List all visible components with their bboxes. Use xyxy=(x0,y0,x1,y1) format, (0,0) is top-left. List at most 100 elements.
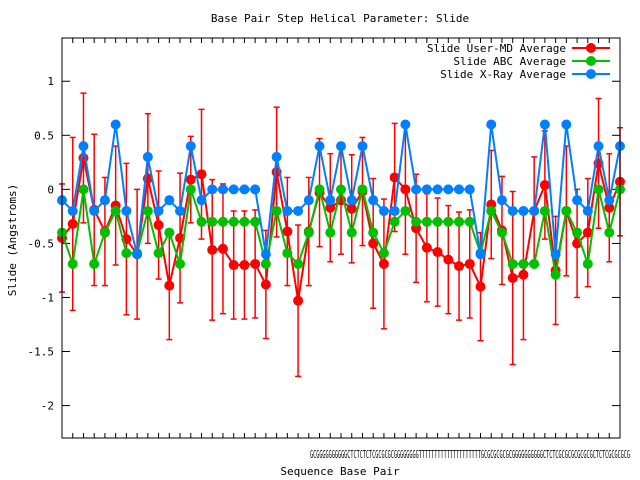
y-tick-label: -0.5 xyxy=(28,237,55,250)
legend-label: Slide X-Ray Average xyxy=(440,68,566,81)
series-point-2 xyxy=(464,184,475,195)
series-point-2 xyxy=(389,205,400,216)
series-point-0 xyxy=(443,254,454,265)
series-point-2 xyxy=(529,205,540,216)
series-point-0 xyxy=(153,220,164,231)
series-point-2 xyxy=(78,141,89,152)
series-point-2 xyxy=(250,184,261,195)
series-point-2 xyxy=(368,195,379,206)
series-point-1 xyxy=(260,258,271,269)
series-point-1 xyxy=(325,227,336,238)
series-point-1 xyxy=(378,248,389,259)
series-point-1 xyxy=(110,205,121,216)
legend-marker xyxy=(586,56,596,66)
series-point-1 xyxy=(604,227,615,238)
y-axis-ticks: -2 -1.5 -1 -0.5 0 0.5 1 xyxy=(28,38,621,438)
series-point-1 xyxy=(550,269,561,280)
series-point-2 xyxy=(228,184,239,195)
series-point-0 xyxy=(432,247,443,258)
series-point-1 xyxy=(486,205,497,216)
legend-label: Slide ABC Average xyxy=(453,55,566,68)
series-point-2 xyxy=(325,195,336,206)
series-point-1 xyxy=(142,205,153,216)
series-point-1 xyxy=(443,216,454,227)
series-point-0 xyxy=(282,226,293,237)
series-point-1 xyxy=(175,258,186,269)
series-point-1 xyxy=(153,248,164,259)
series-point-2 xyxy=(411,184,422,195)
series-point-2 xyxy=(196,195,207,206)
series-point-2 xyxy=(432,184,443,195)
series-point-1 xyxy=(336,184,346,195)
series-point-0 xyxy=(539,180,550,191)
plot-frame xyxy=(61,37,621,439)
series-point-1 xyxy=(293,258,304,269)
series-point-1 xyxy=(78,184,89,195)
series-point-2 xyxy=(346,195,357,206)
series-point-1 xyxy=(593,184,604,195)
series-point-2 xyxy=(99,195,110,206)
series-point-2 xyxy=(475,249,486,260)
series-point-2 xyxy=(539,119,550,130)
series-point-1 xyxy=(228,216,239,227)
series-point-2 xyxy=(507,205,518,216)
chart-title: Base Pair Step Helical Parameter: Slide xyxy=(211,12,469,25)
series-point-1 xyxy=(99,227,110,238)
series-point-1 xyxy=(411,216,422,227)
series-point-2 xyxy=(357,141,368,152)
series-point-0 xyxy=(207,244,218,255)
series-point-1 xyxy=(196,216,207,227)
series-point-1 xyxy=(539,205,550,216)
series-point-0 xyxy=(250,258,261,269)
series-point-0 xyxy=(293,295,304,306)
series-point-1 xyxy=(67,258,78,269)
series-point-1 xyxy=(282,248,293,259)
series-point-1 xyxy=(421,216,432,227)
series-point-0 xyxy=(67,218,78,229)
series-point-1 xyxy=(250,216,261,227)
series-point-0 xyxy=(400,184,411,195)
series-point-2 xyxy=(604,195,615,206)
series-point-2 xyxy=(303,195,314,206)
series-point-1 xyxy=(303,227,314,238)
series-point-1 xyxy=(518,258,529,269)
series-point-2 xyxy=(378,205,389,216)
series-point-2 xyxy=(282,205,293,216)
series-point-2 xyxy=(336,141,346,152)
series-point-0 xyxy=(239,260,250,271)
x-axis-tick-labels: GCGGGGGGGGGGCTCTCTCTCGCGCGCGGGGGGGGTTTTT… xyxy=(310,448,630,461)
series-point-2 xyxy=(142,151,153,162)
series-point-1 xyxy=(464,216,475,227)
series-point-2 xyxy=(110,119,121,130)
series-point-2 xyxy=(207,184,218,195)
y-tick-label: 0.5 xyxy=(34,129,54,142)
series-point-0 xyxy=(475,281,486,292)
series-point-0 xyxy=(507,273,518,283)
series-point-0 xyxy=(196,169,207,180)
legend-marker xyxy=(586,69,596,79)
series-point-2 xyxy=(185,141,196,152)
series-point-2 xyxy=(260,249,271,260)
series-point-1 xyxy=(164,227,175,238)
series-point-1 xyxy=(121,248,132,259)
series-point-1 xyxy=(507,258,518,269)
series-point-2 xyxy=(486,119,497,130)
series-point-1 xyxy=(432,216,443,227)
series-point-1 xyxy=(271,205,282,216)
series-point-2 xyxy=(153,205,164,216)
series-point-0 xyxy=(346,203,357,214)
series-point-2 xyxy=(89,205,100,216)
series-point-2 xyxy=(518,205,529,216)
series-point-0 xyxy=(378,258,389,269)
series-point-2 xyxy=(164,195,175,206)
series-point-1 xyxy=(217,216,228,227)
series-point-1 xyxy=(561,205,572,216)
y-tick-label: 0 xyxy=(47,183,54,196)
series-point-1 xyxy=(207,216,218,227)
series-point-0 xyxy=(368,238,379,249)
series-point-1 xyxy=(529,258,540,269)
series-point-2 xyxy=(239,184,250,195)
series-point-0 xyxy=(260,279,271,290)
